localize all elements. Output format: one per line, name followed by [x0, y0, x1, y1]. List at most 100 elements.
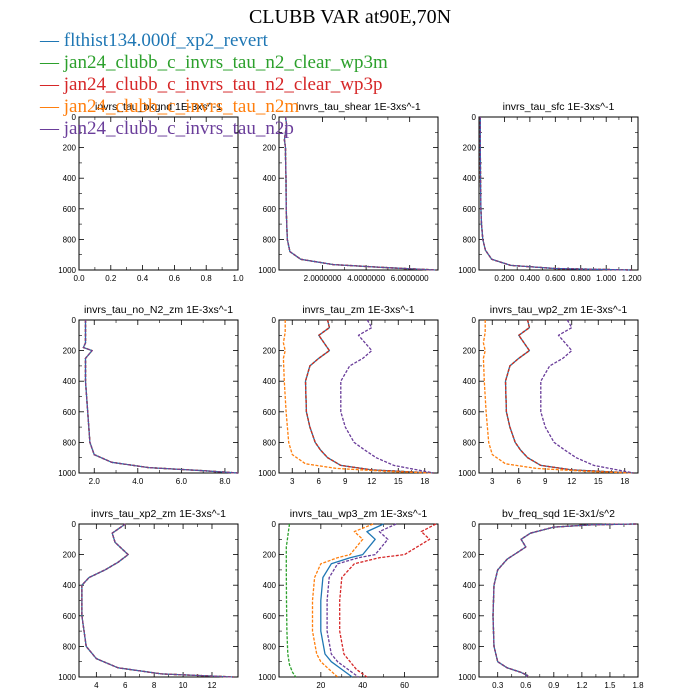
series-line [285, 523, 297, 678]
series-line [340, 319, 434, 474]
legend-label: jan24_clubb_c_invrs_tau_n2_clear_wp3p [63, 74, 383, 95]
series-line [492, 523, 637, 678]
chart-panel: invrs_tau_shear 1E-3xs^-1 0 200 400 600 800 10… [258, 101, 439, 283]
y-tick-label: 400 [263, 174, 277, 183]
series-line [82, 320, 239, 474]
x-tick-label: 10 [179, 681, 188, 690]
y-tick-label: 400 [463, 377, 477, 386]
x-tick-label: 0.9 [548, 681, 560, 690]
chart-title: invrs_tau_zm 1E-3xs^-1 [302, 304, 414, 316]
y-tick-label: 400 [263, 377, 277, 386]
legend-item: — jan24_clubb_c_invrs_tau_n2p [40, 118, 388, 140]
y-tick-label: 0 [72, 520, 77, 529]
y-tick-label: 200 [63, 551, 77, 560]
y-tick-label: 1000 [258, 469, 276, 478]
x-tick-label: 3 [290, 477, 295, 486]
series-line [283, 116, 436, 271]
chart-title: bv_freq_sqd 1E-3x1/s^2 [502, 508, 615, 520]
y-tick-label: 800 [63, 235, 77, 244]
legend-swatch: — [40, 52, 64, 73]
plot-frame [478, 523, 639, 678]
series-line [482, 320, 634, 474]
series-line [82, 320, 239, 474]
x-tick-label: 0.8 [201, 274, 213, 283]
x-tick-label: 8 [152, 681, 157, 690]
x-tick-label: 9 [543, 477, 548, 486]
series-line [81, 523, 234, 678]
series-line [339, 523, 437, 678]
y-tick-label: 800 [463, 642, 477, 651]
series-line [82, 320, 239, 474]
y-tick-label: 200 [263, 551, 277, 560]
chart-panel: invrs_tau_wp2_zm 1E-3xs^-1 0 200 400 600 800 1… [458, 304, 639, 486]
chart-panel: invrs_tau_xp2_zm 1E-3xs^-1 0 200 400 600 800 1… [58, 508, 239, 690]
y-tick-label: 600 [463, 205, 477, 214]
x-tick-label: 15 [594, 477, 603, 486]
y-tick-label: 600 [463, 612, 477, 621]
series-line [82, 320, 239, 474]
legend-item: — jan24_clubb_c_invrs_tau_n2m [40, 96, 388, 118]
plot-frame [78, 523, 239, 678]
series-line [479, 117, 632, 271]
x-tick-label: 6.0000000 [391, 274, 429, 283]
chart-panel: invrs_tau_sfc 1E-3xs^-1 0 200 400 600 800 1000… [458, 101, 642, 283]
y-tick-label: 1000 [458, 266, 476, 275]
x-tick-label: 1.8 [632, 681, 644, 690]
series-line [81, 523, 234, 678]
chart-panel: invrs_tau_zm 1E-3xs^-1 0 200 400 600 800 1000 3… [258, 304, 439, 486]
x-tick-label: 12 [567, 477, 576, 486]
x-tick-label: 0.0 [73, 274, 85, 283]
y-tick-label: 200 [63, 144, 77, 153]
series-line [492, 523, 637, 678]
chart-title: invrs_tau_wp2_zm 1E-3xs^-1 [490, 304, 628, 316]
series-line [311, 523, 374, 678]
x-tick-label: 1.0 [232, 274, 244, 283]
x-tick-label: 60 [400, 681, 409, 690]
chart-panel: invrs_tau_wp3_zm 1E-3xs^-1 0 200 400 600 800 1… [258, 508, 439, 690]
x-tick-label: 1.5 [604, 681, 616, 690]
chart-panel: invrs_tau_no_N2_zm 1E-3xs^-1 0 200 400 600 80… [58, 304, 239, 486]
chart-title: invrs_tau_wp3_zm 1E-3xs^-1 [290, 508, 428, 520]
y-tick-label: 1000 [58, 266, 76, 275]
x-tick-label: 8.0 [219, 477, 231, 486]
series-line [540, 319, 634, 474]
series-line [479, 117, 632, 271]
legend-item: — jan24_clubb_c_invrs_tau_n2_clear_wp3m [40, 52, 388, 74]
chart-title: invrs_tau_no_N2_zm 1E-3xs^-1 [84, 304, 233, 316]
chart-title: invrs_tau_bkgnd 1E-3xs^-1 [95, 101, 222, 113]
legend-swatch: — [40, 30, 64, 51]
x-tick-label: 12 [367, 477, 376, 486]
legend-swatch: — [40, 96, 64, 117]
page-title: CLUBB VAR at90E,70N [248, 6, 452, 28]
plot-frame [278, 523, 439, 678]
x-tick-label: 0.6 [520, 681, 532, 690]
y-tick-label: 800 [263, 438, 277, 447]
y-tick-label: 600 [263, 205, 277, 214]
series-line [504, 319, 634, 474]
plot-frame [278, 319, 439, 474]
y-tick-label: 0 [272, 113, 277, 122]
plot-frame [478, 116, 639, 271]
y-tick-label: 400 [463, 174, 477, 183]
x-tick-label: 0.3 [492, 681, 504, 690]
y-tick-label: 400 [63, 377, 77, 386]
chart-title: invrs_tau_shear 1E-3xs^-1 [296, 101, 421, 113]
legend-item: — jan24_clubb_c_invrs_tau_n2_clear_wp3p [40, 74, 388, 96]
legend-label: jan24_clubb_c_invrs_tau_n2_clear_wp3m [63, 52, 388, 73]
y-tick-label: 600 [463, 408, 477, 417]
legend-swatch: — [40, 118, 64, 139]
y-tick-label: 600 [263, 612, 277, 621]
x-tick-label: 1.000 [596, 274, 617, 283]
y-tick-label: 0 [472, 113, 477, 122]
x-tick-label: 6 [123, 681, 128, 690]
x-tick-label: 4.0 [132, 477, 144, 486]
series-line [492, 523, 637, 678]
series-line [479, 117, 632, 271]
x-tick-label: 0.800 [571, 274, 592, 283]
y-tick-label: 200 [263, 347, 277, 356]
x-tick-label: 0.600 [545, 274, 566, 283]
chart-title: invrs_tau_sfc 1E-3xs^-1 [503, 101, 615, 113]
x-tick-label: 1.2 [576, 681, 588, 690]
y-tick-label: 800 [463, 235, 477, 244]
